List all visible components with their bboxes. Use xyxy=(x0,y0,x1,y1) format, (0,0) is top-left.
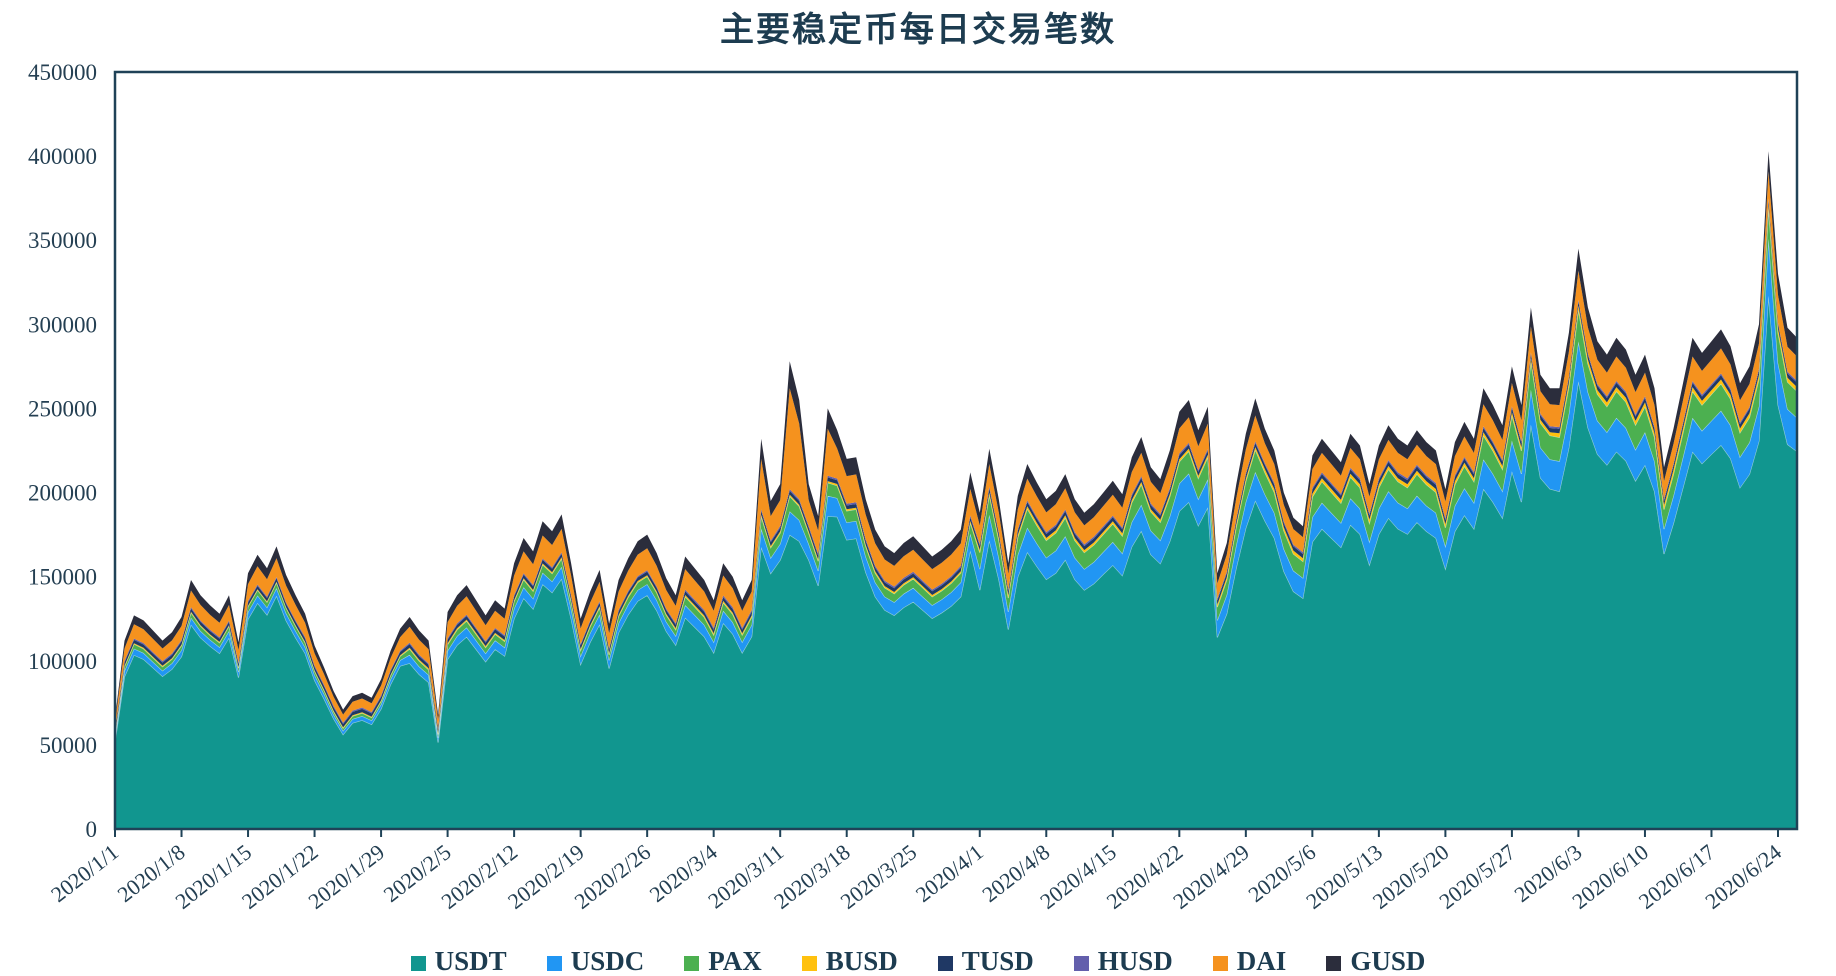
plot-border xyxy=(113,70,1799,831)
chart-legend: USDT USDC PAX BUSD TUSD HUSD DAI GUSD xyxy=(0,948,1836,975)
legend-swatch-usdc xyxy=(546,956,562,971)
y-tick-label: 250000 xyxy=(28,396,97,421)
legend-item-gusd: GUSD xyxy=(1326,948,1425,975)
x-tick-label: 2020/5/27 xyxy=(1434,839,1520,914)
legend-label: USDC xyxy=(570,946,645,976)
legend-label: TUSD xyxy=(961,946,1034,976)
area-usdt xyxy=(115,295,1797,829)
legend-item-busd: BUSD xyxy=(801,946,898,976)
x-tick-label: 2020/4/29 xyxy=(1168,839,1254,914)
y-tick-label: 0 xyxy=(86,817,98,842)
legend-label: USDT xyxy=(434,946,507,976)
legend-swatch-gusd xyxy=(1326,956,1342,971)
x-tick-label: 2020/1/1 xyxy=(46,839,123,907)
legend-label: BUSD xyxy=(825,946,898,976)
legend-swatch-dai xyxy=(1212,956,1228,971)
y-tick-label: 200000 xyxy=(28,481,97,506)
legend-swatch-pax xyxy=(684,956,700,971)
x-tick-label: 2020/2/26 xyxy=(570,839,656,914)
legend-item-usdt: USDT xyxy=(410,946,507,976)
area-tusd xyxy=(115,199,1797,736)
y-tick-label: 150000 xyxy=(28,565,97,590)
x-tick-label: 2020/6/24 xyxy=(1700,839,1786,914)
legend-item-usdc: USDC xyxy=(546,946,645,976)
legend-item-husd: HUSD xyxy=(1073,946,1173,976)
legend-label: PAX xyxy=(708,946,762,976)
legend-swatch-usdt xyxy=(410,956,426,971)
y-tick-label: 50000 xyxy=(40,733,98,758)
y-tick-label: 400000 xyxy=(28,144,97,169)
x-tick-label: 2020/4/1 xyxy=(911,839,988,907)
legend-item-pax: PAX xyxy=(684,948,762,975)
area-dai xyxy=(115,171,1797,731)
area-husd xyxy=(115,198,1797,732)
legend-label: DAI xyxy=(1236,946,1287,976)
legend-swatch-husd xyxy=(1073,956,1089,971)
x-tick-label: 2020/3/25 xyxy=(836,839,922,914)
legend-swatch-busd xyxy=(801,956,817,971)
legend-label: HUSD xyxy=(1097,946,1173,976)
y-tick-label: 300000 xyxy=(28,312,97,337)
legend-item-tusd: TUSD xyxy=(937,946,1034,976)
x-tick-label: 2020/1/29 xyxy=(303,839,389,914)
y-tick-label: 450000 xyxy=(28,60,97,85)
area-gusd xyxy=(115,151,1797,724)
legend-label: GUSD xyxy=(1350,946,1426,976)
legend-swatch-tusd xyxy=(937,956,953,971)
y-tick-label: 100000 xyxy=(28,649,97,674)
legend-item-dai: DAI xyxy=(1212,946,1287,976)
page-title: 主要稳定币每日交易笔数 xyxy=(720,12,1116,49)
y-tick-label: 350000 xyxy=(28,228,97,253)
